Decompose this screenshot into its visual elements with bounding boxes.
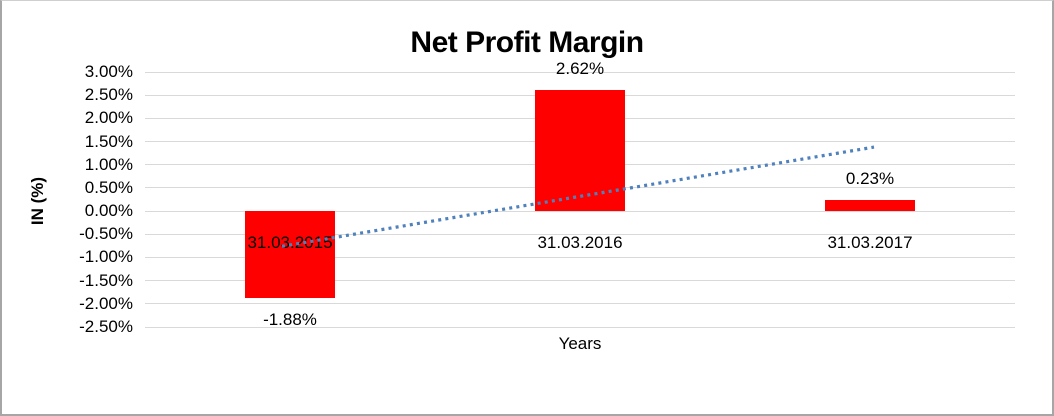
y-tick-label: -1.00% [79, 247, 133, 267]
bar [245, 211, 335, 299]
x-axis-title: Years [558, 334, 602, 353]
bar [825, 200, 915, 212]
y-tick-label: 1.50% [84, 131, 133, 151]
y-tick-label: -1.50% [79, 270, 133, 290]
category-label: 31.03.2015 [247, 233, 333, 253]
gridline [145, 256, 1015, 258]
y-tick-label: 0.50% [84, 177, 133, 197]
y-tick-label: -2.00% [79, 293, 133, 313]
data-label: 0.23% [845, 169, 895, 189]
chart-title: Net Profit Margin [410, 26, 644, 59]
y-tick-label: 1.00% [84, 154, 133, 174]
data-label: 2.62% [555, 58, 605, 78]
y-tick-label: 0.00% [84, 201, 133, 221]
gridline [145, 326, 1015, 328]
category-label: 31.03.2017 [827, 233, 913, 253]
gridline [145, 303, 1015, 305]
data-label: -1.88% [263, 310, 317, 330]
category-label: 31.03.2016 [537, 233, 623, 253]
gridline [145, 71, 1015, 73]
bar [535, 89, 625, 212]
y-tick-label: 3.00% [84, 62, 133, 81]
gridline [145, 280, 1015, 282]
y-tick-label: -0.50% [79, 224, 133, 244]
y-tick-label: 2.50% [84, 85, 133, 105]
y-tick-label: -2.50% [79, 317, 133, 336]
y-tick-label: 2.00% [84, 108, 133, 128]
